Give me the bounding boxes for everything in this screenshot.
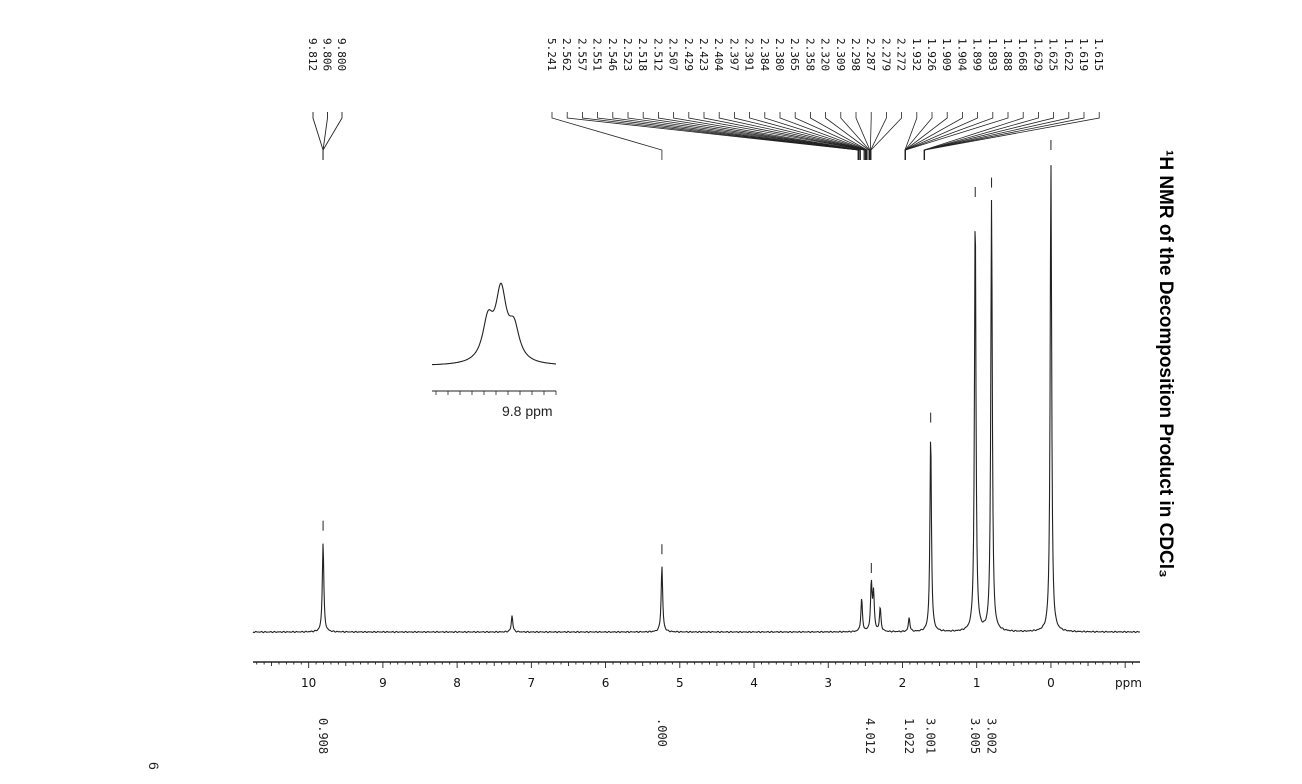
spectrum-trace [252, 165, 1141, 634]
peak-group2-label-27: 1.904 [955, 38, 968, 71]
peak-group2-label-13: 2.391 [743, 38, 756, 71]
peak-connector-layer [312, 112, 1100, 160]
x-tick-label-5: 5 [676, 676, 684, 690]
peak-group2-label-33: 1.625 [1047, 38, 1060, 71]
peak-group2-connector-31 [923, 112, 1024, 160]
peak-group1-label-0: 9.812 [306, 38, 319, 71]
x-tick-label-2: 2 [899, 676, 907, 690]
peak-group2-connector-19 [840, 112, 870, 160]
peak-group1-connector-0 [312, 112, 324, 160]
peak-group2-connector-20 [855, 112, 871, 160]
peak-group2-label-0: 5.241 [545, 38, 558, 71]
peak-group2-label-8: 2.507 [667, 38, 680, 71]
integral-label-0: 0.908 [316, 718, 330, 754]
peak-group2-label-17: 2.358 [803, 38, 816, 71]
peak-group2-connector-10 [703, 112, 865, 160]
peak-group2-label-15: 2.380 [773, 38, 786, 71]
peak-group2-connector-0 [551, 112, 663, 160]
integral-values: 0.908 .000 4.012 1.022 3.001 3.005 3.002 [316, 718, 999, 754]
integral-label-4: 3.001 [924, 718, 938, 754]
peak-group2-label-20: 2.298 [849, 38, 862, 71]
peak-group2-connector-17 [810, 112, 868, 160]
peak-group2-label-29: 1.893 [986, 38, 999, 71]
peak-group2-label-19: 2.309 [834, 38, 847, 71]
peak-group2-label-35: 1.619 [1077, 38, 1090, 71]
peak-group2-connector-24 [904, 112, 918, 160]
peak-group2-label-7: 2.512 [651, 38, 664, 71]
peak-group2-label-11: 2.404 [712, 38, 725, 71]
peak-group2-label-28: 1.899 [971, 38, 984, 71]
x-tick-label-9: 9 [379, 676, 387, 690]
peak-group2-label-6: 2.518 [636, 38, 649, 71]
x-tick-label-4: 4 [750, 676, 758, 690]
integral-label-3: 1.022 [902, 718, 916, 754]
peak-group2-label-32: 1.629 [1031, 38, 1044, 71]
peak-group2-label-36: 1.615 [1092, 38, 1105, 71]
integral-label-6: 3.002 [985, 718, 999, 754]
peak-group2-label-16: 2.365 [788, 38, 801, 71]
peak-group2-label-10: 2.423 [697, 38, 710, 71]
peak-group2-label-25: 1.926 [925, 38, 938, 71]
x-axis-unit-label: ppm [1115, 676, 1142, 690]
peak-group2-label-22: 2.279 [879, 38, 892, 71]
x-tick-label-8: 8 [453, 676, 461, 690]
peak-group2-label-24: 1.932 [910, 38, 923, 71]
integral-label-1: .000 [655, 718, 669, 747]
peak-group2-connector-23 [870, 112, 902, 160]
inset-expansion: 9.8 ppm [431, 282, 557, 419]
ppm-axis: 10 9 8 7 6 5 4 3 2 1 0 [253, 140, 1140, 690]
x-tick-label-0: 0 [1047, 676, 1055, 690]
peak-group2-label-9: 2.429 [682, 38, 695, 71]
peak-group2-label-14: 2.384 [758, 38, 771, 71]
peak-group2-label-12: 2.397 [727, 38, 740, 71]
x-tick-label-10: 10 [301, 676, 316, 690]
peak-group2-label-3: 2.551 [591, 38, 604, 71]
peak-group2-label-21: 2.287 [864, 38, 877, 71]
peak-group2-label-34: 1.622 [1062, 38, 1075, 71]
x-tick-label-1: 1 [973, 676, 981, 690]
peak-label-layer: 9.812 9.806 9.800 5.241 2.562 2.557 2.551 2.546… [306, 38, 1105, 71]
x-tick-label-6: 6 [602, 676, 610, 690]
peak-group2-connector-15 [779, 112, 867, 160]
peak-group2-connector-27 [904, 112, 963, 160]
peak-group2-connector-30 [905, 112, 1009, 160]
peak-group2-label-1: 2.562 [560, 38, 573, 71]
integral-label-2: 4.012 [863, 718, 877, 754]
integral-label-5: 3.005 [968, 718, 982, 754]
peak-group2-connector-25 [904, 112, 933, 160]
page-number: 6 [146, 762, 162, 770]
inset-trace [431, 282, 556, 366]
peak-group2-label-18: 2.320 [819, 38, 832, 71]
peak-group1-connector-1 [322, 112, 328, 160]
peak-group2-label-5: 2.523 [621, 38, 634, 71]
peak-group2-connector-18 [825, 112, 870, 160]
peak-group2-connector-8 [673, 112, 861, 160]
peak-group2-connector-26 [904, 112, 948, 160]
peak-group1-connector-2 [322, 112, 343, 160]
peak-group1-label-1: 9.806 [321, 38, 334, 71]
peak-group2-label-26: 1.909 [940, 38, 953, 71]
x-tick-label-7: 7 [528, 676, 536, 690]
chart-title: ¹H NMR of the Decomposition Product in C… [1155, 150, 1176, 578]
peak-group2-label-23: 2.272 [895, 38, 908, 71]
inset-label: 9.8 ppm [502, 403, 553, 419]
peak-group2-label-2: 2.557 [575, 38, 588, 71]
x-tick-label-3: 3 [824, 676, 832, 690]
peak-group1-label-2: 9.800 [335, 38, 348, 71]
peak-group2-label-4: 2.546 [606, 38, 619, 71]
peak-group2-connector-36 [924, 112, 1100, 160]
peak-group2-connector-4 [612, 112, 860, 160]
peak-group2-label-30: 1.888 [1001, 38, 1014, 71]
peak-group2-label-31: 1.668 [1016, 38, 1029, 71]
